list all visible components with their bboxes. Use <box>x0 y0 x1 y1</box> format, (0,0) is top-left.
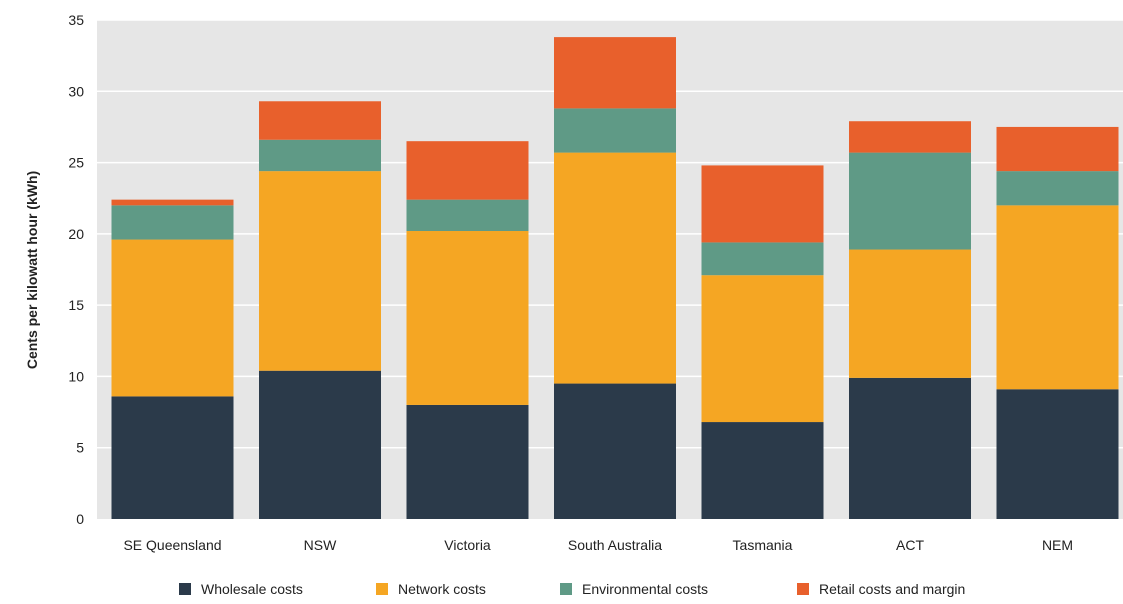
x-category-label: Victoria <box>444 537 491 553</box>
bar-segment <box>996 205 1119 390</box>
bar-segment <box>996 126 1119 172</box>
bar-segment <box>406 199 529 232</box>
bar-segment <box>849 152 971 250</box>
bar-segment <box>406 141 529 200</box>
bar-segment <box>259 139 381 172</box>
bar-segment <box>701 165 824 243</box>
x-axis-labels: SE Queensland NSW Victoria South Australia T… <box>123 537 1073 553</box>
legend-swatch <box>560 583 572 595</box>
bar-segment <box>259 101 381 140</box>
y-tick-label: 5 <box>76 440 84 456</box>
x-category-label: NSW <box>304 537 337 553</box>
bars <box>111 37 1119 519</box>
bar-segment <box>554 108 676 153</box>
bar-segment <box>701 422 824 519</box>
x-category-label: ACT <box>896 537 924 553</box>
bar-segment <box>849 249 971 378</box>
bar-segment <box>111 396 234 519</box>
y-tick-label: 15 <box>68 297 84 313</box>
bar-segment <box>849 121 971 153</box>
legend-label: Environmental costs <box>582 581 708 597</box>
bar-segment <box>996 171 1119 206</box>
y-axis-ticks: 0 5 10 15 20 25 30 35 <box>68 12 84 527</box>
x-category-label: NEM <box>1042 537 1073 553</box>
bar-segment <box>406 231 529 405</box>
y-tick-label: 35 <box>68 12 84 28</box>
bar-segment <box>554 37 676 109</box>
bar-segment <box>554 152 676 384</box>
legend-swatch <box>376 583 388 595</box>
y-tick-label: 25 <box>68 155 84 171</box>
bar-segment <box>111 205 234 240</box>
legend-label: Wholesale costs <box>201 581 303 597</box>
bar-segment <box>259 171 381 371</box>
legend-swatch <box>797 583 809 595</box>
bar-segment <box>111 199 234 206</box>
y-tick-label: 10 <box>68 368 84 384</box>
bar-segment <box>701 275 824 423</box>
bar-segment <box>111 239 234 397</box>
bar-segment <box>259 370 381 519</box>
x-category-label: SE Queensland <box>123 537 221 553</box>
legend-label: Retail costs and margin <box>819 581 965 597</box>
bar-segment <box>849 377 971 519</box>
legend-label: Network costs <box>398 581 486 597</box>
legend: Wholesale costs Network costs Environmenta… <box>179 581 965 597</box>
y-axis-title: Cents per kilowatt hour (kWh) <box>24 171 40 369</box>
bar-segment <box>996 389 1119 519</box>
y-tick-label: 20 <box>68 226 84 242</box>
bar-segment <box>701 242 824 276</box>
bar-segment <box>554 383 676 519</box>
bar-segment <box>406 404 529 519</box>
y-tick-label: 0 <box>76 511 84 527</box>
y-tick-label: 30 <box>68 83 84 99</box>
x-category-label: South Australia <box>568 537 662 553</box>
x-category-label: Tasmania <box>733 537 793 553</box>
legend-swatch <box>179 583 191 595</box>
